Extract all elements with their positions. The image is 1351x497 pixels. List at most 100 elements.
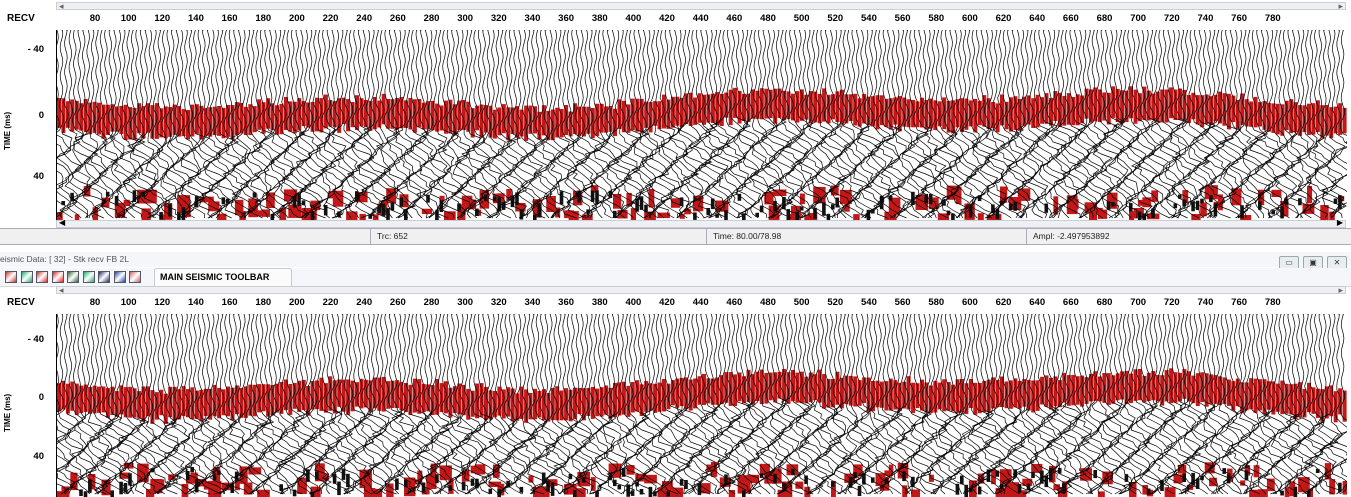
x-tick-label: 680 — [1096, 13, 1113, 24]
status-time: Time: 80.00/78.98 — [706, 229, 1029, 244]
x-tick-label: 160 — [221, 13, 238, 24]
x-tick-labels: 80 100 120 140 160 180 200 220 240 260 280 300 320 34… — [56, 294, 1346, 315]
x-tick-label: 80 — [89, 13, 101, 24]
window-title: eismic Data: [ 32] - Stk recv FB 2L — [0, 254, 129, 264]
x-tick-label: 480 — [760, 13, 776, 24]
display-icon[interactable] — [98, 271, 110, 283]
x-tick-label: 680 — [1096, 297, 1113, 308]
x-tick-label: 740 — [1197, 13, 1214, 24]
trace-wiggles — [57, 30, 1347, 220]
color-bar-icon[interactable] — [36, 271, 48, 283]
x-tick-label: 600 — [961, 13, 978, 24]
x-tick-label: 240 — [356, 297, 373, 308]
velocity-icon[interactable] — [67, 271, 79, 283]
toolbar-tab[interactable] — [154, 268, 292, 286]
x-tick-label: 500 — [793, 297, 810, 308]
x-tick-labels: 80 100 120 140 160 180 200 220 240 260 280 300 320 34… — [56, 10, 1346, 31]
wiggle-icon[interactable] — [51, 271, 64, 283]
seismic-wiggle-display[interactable] — [57, 30, 1347, 220]
x-tick-label: 200 — [288, 297, 305, 308]
x-tick-label: 540 — [861, 13, 877, 24]
x-tick-label: 220 — [322, 297, 339, 308]
x-tick-label: 660 — [1062, 13, 1079, 24]
zoom-icon[interactable] — [20, 271, 33, 283]
x-tick-label: 140 — [188, 13, 204, 24]
seismic-wiggle-display[interactable] — [57, 314, 1347, 497]
x-tick-label: 760 — [1231, 297, 1248, 308]
x-tick-label: 720 — [1163, 13, 1180, 24]
top-bottom-scrollbar[interactable]: ◀ ▶ — [56, 218, 1346, 228]
y-tick-0: 0 — [38, 110, 44, 121]
y-axis-title: TIME (ms) — [3, 393, 12, 432]
x-tick-label: 320 — [490, 13, 507, 24]
x-tick-label: 520 — [827, 13, 844, 24]
x-tick-label: 640 — [1029, 13, 1046, 24]
x-tick-label: 620 — [995, 13, 1012, 24]
x-tick-label: 380 — [591, 297, 608, 308]
top-horizontal-scrollbar[interactable]: ◂ ▸ — [56, 1, 1346, 11]
x-tick-label: 460 — [726, 13, 743, 24]
x-tick-label: 420 — [659, 297, 675, 308]
x-tick-label: 340 — [524, 13, 541, 24]
x-tick-label: 420 — [659, 13, 675, 24]
x-tick-label: 120 — [154, 297, 171, 308]
x-tick-label: 560 — [894, 297, 911, 308]
top-seismic-panel: ◂ ▸ RECV 80 100 120 140 160 180 200 220 240 260 28… — [0, 0, 1351, 228]
x-tick-label: 580 — [928, 13, 945, 24]
x-tick-label: 700 — [1130, 297, 1147, 308]
x-tick-label: 460 — [726, 297, 743, 308]
x-tick-label: 260 — [389, 13, 406, 24]
x-tick-label: 160 — [221, 297, 238, 308]
x-tick-label: 140 — [188, 297, 204, 308]
x-tick-label: 780 — [1264, 297, 1281, 308]
x-tick-label: 480 — [760, 297, 776, 308]
x-tick-label: 760 — [1231, 13, 1248, 24]
x-tick-label: 640 — [1029, 297, 1046, 308]
x-tick-label: 80 — [89, 297, 101, 308]
x-tick-label: 340 — [524, 297, 541, 308]
scroll-right-arrow-icon[interactable]: ▸ — [1338, 1, 1343, 11]
flip-icon[interactable] — [113, 271, 126, 283]
y-tick-minus40: - 40 — [27, 44, 44, 55]
scroll-left-arrow-icon[interactable]: ◂ — [59, 285, 64, 295]
toolbar-label: MAIN SEISMIC TOOLBAR — [160, 272, 270, 282]
x-tick-label: 600 — [961, 297, 978, 308]
top-y-axis: TIME (ms) - 40 0 40 — [0, 30, 56, 220]
x-tick-label: 280 — [423, 13, 440, 24]
x-tick-label: 440 — [692, 13, 709, 24]
x-tick-label: 400 — [625, 297, 642, 308]
x-tick-label: 100 — [120, 297, 137, 308]
trace-wiggles — [57, 314, 1347, 497]
bottom-seismic-section[interactable] — [56, 314, 1347, 497]
x-tick-label: 440 — [692, 297, 709, 308]
x-tick-label: 520 — [827, 297, 844, 308]
bottom-x-axis: RECV 80 100 120 140 160 180 200 220 240 260 280 300… — [0, 294, 1351, 315]
window-controls: ▭ ▣ ✕ — [1275, 252, 1347, 270]
scroll-left-icon[interactable]: ◀ — [59, 218, 66, 227]
status-trace: Trc: 652 — [370, 229, 707, 244]
scroll-right-icon[interactable]: ▶ — [1336, 218, 1343, 227]
status-bar: Trc: 652 Time: 80.00/78.98 Ampl: -2.4979… — [0, 228, 1351, 245]
x-tick-label: 560 — [894, 13, 911, 24]
bottom-horizontal-scrollbar[interactable]: ◂ ▸ — [56, 285, 1346, 295]
x-tick-label: 280 — [423, 297, 440, 308]
x-tick-label: 180 — [255, 297, 272, 308]
y-axis-title: TIME (ms) — [3, 111, 12, 150]
x-tick-label: 780 — [1264, 13, 1281, 24]
seismic-traces-icon[interactable] — [5, 271, 17, 283]
header-icon[interactable] — [129, 271, 141, 283]
x-tick-label: 300 — [457, 297, 474, 308]
status-amplitude: Ampl: -2.497953892 — [1026, 229, 1351, 244]
top-seismic-section[interactable] — [56, 30, 1347, 220]
x-tick-label: 740 — [1197, 297, 1214, 308]
scroll-right-arrow-icon[interactable]: ▸ — [1338, 285, 1343, 295]
scroll-left-arrow-icon[interactable]: ◂ — [59, 1, 64, 11]
bottom-y-axis: TIME (ms) - 40 0 40 — [0, 314, 56, 497]
x-tick-label: 660 — [1062, 297, 1079, 308]
spectrum-icon[interactable] — [82, 271, 95, 283]
x-tick-label: 400 — [625, 13, 642, 24]
maximize-icon[interactable]: ▣ — [1303, 256, 1323, 270]
x-tick-label: 260 — [389, 297, 406, 308]
y-tick-0: 0 — [38, 392, 44, 403]
x-tick-label: 240 — [356, 13, 373, 24]
